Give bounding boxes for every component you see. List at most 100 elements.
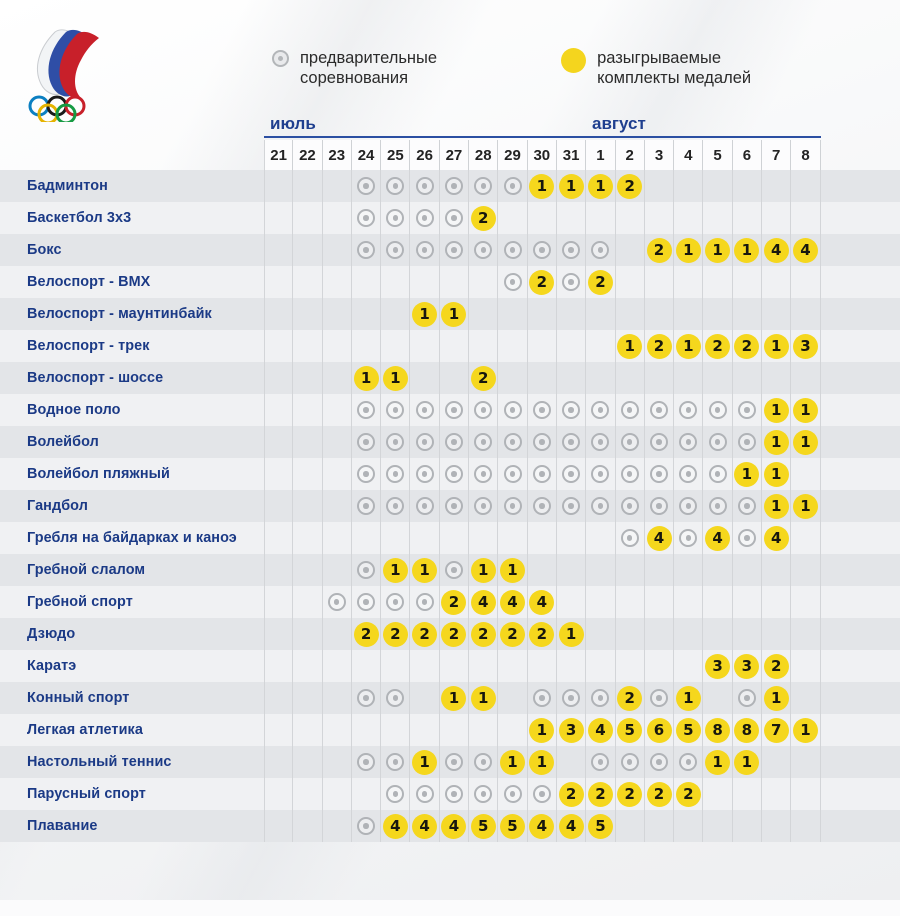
cell-empty [293, 234, 323, 266]
cell-prelim [674, 426, 704, 458]
medal-count-badge: 4 [792, 237, 818, 263]
cell-empty [440, 714, 470, 746]
sport-name: Велоспорт - трек [27, 338, 150, 354]
table-row[interactable]: Настольный теннис 1 1 1 1 1 [0, 746, 900, 778]
cell-empty [410, 266, 440, 298]
table-row[interactable]: Каратэ 3 3 2 [0, 650, 900, 682]
prelim-circle-icon [679, 497, 698, 515]
table-row[interactable]: Гребной спорт 2 4 4 4 [0, 586, 900, 618]
schedule-cells: 4 4 4 [264, 522, 821, 554]
cell-empty [323, 554, 352, 586]
cell-prelim [674, 394, 704, 426]
cell-empty [264, 234, 294, 266]
medal-count-badge: 8 [734, 717, 760, 743]
table-row[interactable]: Велоспорт - BMX 2 2 [0, 266, 900, 298]
table-row[interactable]: Легкая атлетика 1 3 4 5 6 5 8 8 7 1 [0, 714, 900, 746]
cell-prelim [645, 426, 675, 458]
medal-count-badge: 4 [529, 813, 555, 839]
cell-empty [498, 714, 528, 746]
cell-empty [323, 394, 352, 426]
cell-empty [293, 202, 323, 234]
prelim-circle-icon [415, 785, 434, 803]
cell-empty [323, 682, 352, 714]
cell-medal: 1 [528, 170, 557, 202]
cell-empty [762, 778, 792, 810]
cell-prelim [440, 746, 470, 778]
prelim-circle-icon [562, 273, 581, 291]
prelim-circle-icon [591, 497, 610, 515]
cell-empty [645, 170, 675, 202]
cell-empty [616, 586, 645, 618]
medal-count-badge: 1 [441, 301, 467, 327]
cell-prelim [703, 458, 733, 490]
table-row[interactable]: Велоспорт - трек 1 2 1 2 2 1 3 [0, 330, 900, 362]
table-row[interactable]: Волейбол 1 1 [0, 426, 900, 458]
cell-empty [293, 650, 323, 682]
cell-medal: 4 [586, 714, 616, 746]
cell-empty [674, 170, 704, 202]
cell-empty [293, 522, 323, 554]
cell-prelim [703, 426, 733, 458]
cell-empty [264, 458, 294, 490]
table-row[interactable]: Гребной слалом 1 1 1 1 [0, 554, 900, 586]
cell-empty [293, 714, 323, 746]
prelim-circle-icon [444, 785, 463, 803]
cell-medal: 4 [410, 810, 440, 842]
cell-empty [352, 330, 382, 362]
cell-medal: 4 [762, 234, 792, 266]
cell-prelim [616, 394, 645, 426]
medal-count-badge: 1 [558, 173, 584, 199]
date-header-cell: 21 [264, 140, 294, 170]
medal-count-badge: 1 [470, 557, 496, 583]
table-row[interactable]: Волейбол пляжный 1 1 [0, 458, 900, 490]
cell-prelim [733, 522, 763, 554]
table-row[interactable]: Плавание 4 4 4 5 5 4 4 5 [0, 810, 900, 842]
prelim-circle-icon [591, 241, 610, 259]
table-row[interactable]: Конный спорт 1 1 2 1 1 [0, 682, 900, 714]
table-row[interactable]: Водное поло 1 1 [0, 394, 900, 426]
cell-prelim [703, 490, 733, 522]
cell-empty [791, 778, 821, 810]
table-row[interactable]: Велоспорт - шоссе 1 1 2 [0, 362, 900, 394]
cell-empty [762, 202, 792, 234]
cell-empty [557, 202, 587, 234]
cell-medal: 1 [733, 458, 763, 490]
table-row[interactable]: Баскетбол 3х3 2 [0, 202, 900, 234]
cell-prelim [352, 746, 382, 778]
prelim-circle-icon [444, 465, 463, 483]
cell-medal: 1 [762, 426, 792, 458]
prelim-circle-icon [562, 465, 581, 483]
cell-empty [293, 298, 323, 330]
cell-prelim [440, 170, 470, 202]
medal-count-badge: 1 [675, 333, 701, 359]
prelim-circle-icon [357, 561, 376, 579]
medal-count-badge: 5 [470, 813, 496, 839]
medal-count-badge: 1 [792, 397, 818, 423]
cell-empty [733, 362, 763, 394]
cell-empty [557, 362, 587, 394]
medal-count-badge: 2 [617, 781, 643, 807]
table-row[interactable]: Гандбол 1 1 [0, 490, 900, 522]
sport-name: Волейбол пляжный [27, 466, 170, 482]
cell-prelim [674, 490, 704, 522]
date-header-cell: 24 [351, 140, 382, 170]
cell-empty [703, 810, 733, 842]
table-row[interactable]: Бокс 2 1 1 1 4 4 [0, 234, 900, 266]
table-row[interactable]: Парусный спорт 2 2 2 2 2 [0, 778, 900, 810]
table-row[interactable]: Гребля на байдарках и каноэ 4 4 4 [0, 522, 900, 554]
cell-empty [440, 330, 470, 362]
cell-prelim [469, 490, 499, 522]
medal-count-badge: 2 [587, 269, 613, 295]
cell-empty [616, 202, 645, 234]
cell-empty [264, 202, 294, 234]
cell-medal: 6 [645, 714, 675, 746]
sport-name: Волейбол [27, 434, 99, 450]
cell-empty [616, 810, 645, 842]
prelim-circle-icon [415, 497, 434, 515]
table-row[interactable]: Велоспорт - маунтинбайк 1 1 [0, 298, 900, 330]
table-row[interactable]: Бадминтон 1 1 1 2 [0, 170, 900, 202]
table-row[interactable]: Дзюдо 2 2 2 2 2 2 2 1 [0, 618, 900, 650]
prelim-circle-icon [444, 241, 463, 259]
prelim-circle-icon [503, 433, 522, 451]
